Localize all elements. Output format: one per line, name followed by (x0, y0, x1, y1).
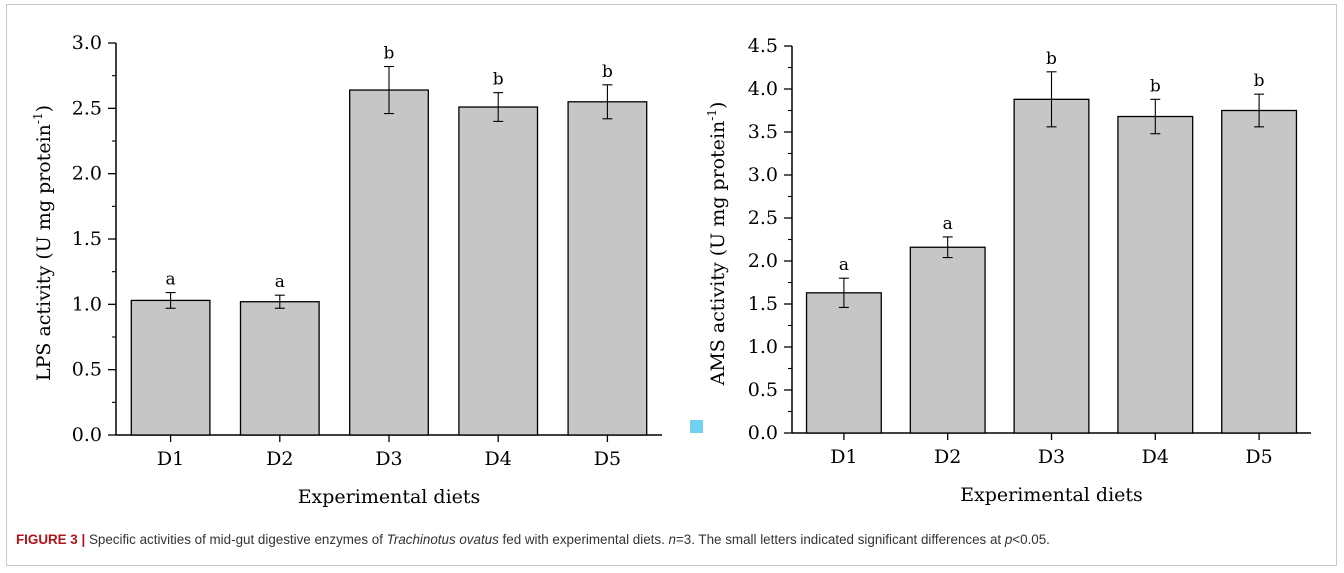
significance-letter: b (1046, 49, 1057, 69)
caption-text: Specific activities of mid-gut digestive… (85, 532, 1050, 547)
x-tick-label: D3 (1038, 446, 1065, 468)
y-tick-label: 2.0 (72, 163, 102, 185)
significance-letter: b (1150, 76, 1161, 96)
x-tick-label: D1 (830, 446, 857, 468)
x-tick-label: D4 (485, 448, 512, 470)
lps-activity-chart: 0.0 0.5 1.0 1.5 2.0 2.5 3.0 a D1 a D2 b D3 b D4 b D5 Expe… (31, 32, 662, 508)
figure-frame (6, 4, 1337, 566)
x-axis-title: Experimental diets (960, 484, 1143, 506)
y-axis-title-main: AMS activity (U mg protein (707, 121, 729, 387)
significance-letter: a (166, 270, 176, 290)
y-axis-title-end: ) (33, 105, 55, 112)
y-tick-label: 3.0 (748, 164, 778, 186)
bar-d5 (1221, 109, 1298, 434)
y-tick-label: 0.0 (748, 422, 778, 444)
significance-letter: b (493, 70, 504, 90)
caption-part: Specific activities of mid-gut digestive… (85, 532, 387, 547)
caption-part: fed with experimental diets. (498, 532, 669, 547)
figure-separator: | (81, 532, 86, 547)
significance-letter: b (1254, 71, 1265, 91)
y-tick-label: 1.5 (72, 228, 102, 250)
y-tick-label: 4.0 (748, 78, 778, 100)
significance-letter: a (839, 255, 849, 275)
y-tick-label: 3.5 (748, 121, 778, 143)
figure-label: FIGURE 3 (16, 532, 78, 547)
y-tick-label: 1.0 (748, 336, 778, 358)
bar-d3 (349, 89, 429, 436)
y-axis-title-sup: -1 (31, 112, 45, 124)
bar-d4 (1117, 115, 1194, 434)
y-tick-label: 2.5 (72, 97, 102, 119)
y-tick-label: 3.0 (72, 32, 102, 54)
significance-letter: b (384, 44, 395, 64)
cyan-marker (690, 420, 703, 433)
y-axis-title-main: LPS activity (U mg protein (33, 124, 55, 381)
y-axis-title-end: ) (707, 102, 729, 109)
x-axis-title: Experimental diets (298, 486, 481, 508)
figure-caption: FIGURE 3 | Specific activities of mid-gu… (16, 532, 1336, 547)
caption-part: p (1004, 532, 1013, 547)
bar-d1 (805, 292, 882, 434)
y-tick-label: 2.5 (748, 207, 778, 229)
x-tick-label: D5 (594, 448, 621, 470)
caption-part: Trachinotus ovatus (386, 532, 499, 547)
caption-part: n (668, 532, 676, 547)
bar-d4 (458, 106, 539, 436)
y-axis-title: LPS activity (U mg protein-1) (31, 105, 55, 381)
y-axis-title: AMS activity (U mg protein-1) (705, 102, 729, 387)
x-tick-label: D2 (266, 448, 293, 470)
x-tick-label: D2 (934, 446, 961, 468)
caption-part: <0.05. (1012, 532, 1050, 547)
caption-part: =3. The small letters indicated signific… (675, 532, 1005, 547)
x-tick-label: D3 (375, 448, 402, 470)
y-tick-label: 2.0 (748, 250, 778, 272)
x-tick-label: D5 (1245, 446, 1272, 468)
bar-d3 (1013, 98, 1090, 434)
significance-letter: a (275, 272, 285, 292)
bar-d5 (567, 101, 648, 436)
significance-letter: a (943, 214, 953, 234)
y-tick-label: 1.0 (72, 293, 102, 315)
y-tick-label: 1.5 (748, 293, 778, 315)
bar-d2 (909, 246, 986, 434)
x-tick-label: D4 (1142, 446, 1169, 468)
ams-activity-chart: 0.0 0.5 1.0 1.5 2.0 2.5 3.0 3.5 4.0 4.5 a D1 a D2 b D3 b… (705, 35, 1311, 506)
significance-letter: b (602, 62, 613, 82)
y-tick-label: 4.5 (748, 35, 778, 57)
bar-d2 (239, 301, 320, 436)
y-tick-label: 0.5 (748, 379, 778, 401)
y-tick-label: 0.0 (72, 424, 102, 446)
y-tick-label: 0.5 (72, 359, 102, 381)
bar-d1 (130, 299, 211, 436)
x-tick-label: D1 (157, 448, 184, 470)
y-axis-title-sup: -1 (705, 109, 719, 121)
